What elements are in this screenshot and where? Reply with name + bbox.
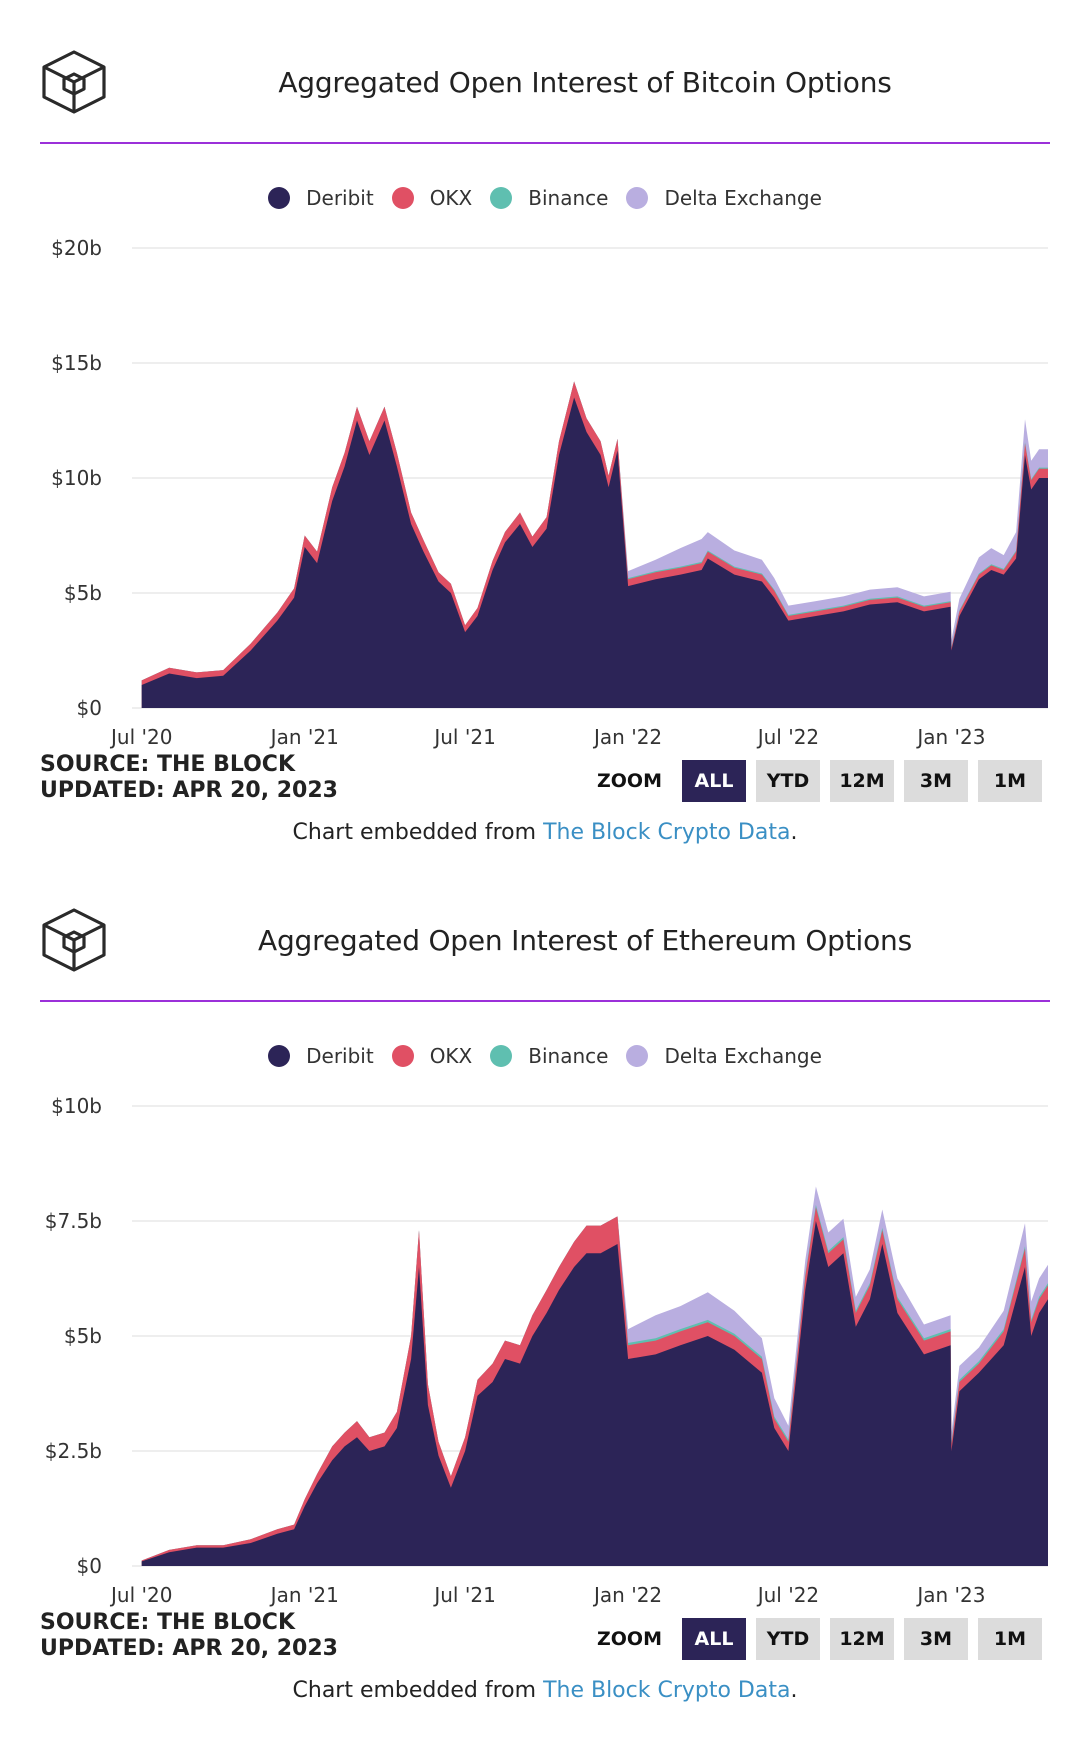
x-tick-label: Jan '23 (915, 1583, 985, 1607)
ethereum-open-interest-chart[interactable]: $0 $2.5b $5b $7.5b $10b Jul '20 Jan '21 Jul '21… (0, 1088, 1090, 1607)
legend-label: Delta Exchange (664, 1044, 822, 1068)
legend-dot-icon (626, 1045, 649, 1067)
zoom-1m-button[interactable]: 1M (978, 1618, 1042, 1660)
x-tick-label: Jan '21 (269, 1583, 339, 1607)
y-tick-label: $15b (51, 351, 102, 375)
legend-label: Deribit (306, 1044, 374, 1068)
x-tick-label: Jan '23 (915, 725, 985, 749)
embed-suffix: . (790, 1678, 798, 1703)
chart-legend: Deribit OKX Binance Delta Exchange (0, 186, 1090, 210)
zoom-12m-button[interactable]: 12M (830, 760, 894, 802)
title-divider (40, 1000, 1050, 1002)
source-note: SOURCE: THE BLOCK UPDATED: APR 20, 2023 (40, 1610, 338, 1662)
x-tick-label: Jul '21 (432, 725, 495, 749)
the-block-crypto-data-link[interactable]: The Block Crypto Data (543, 1678, 791, 1703)
the-block-crypto-data-link[interactable]: The Block Crypto Data (543, 820, 791, 845)
y-tick-label: $5b (64, 1324, 102, 1348)
zoom-ytd-button[interactable]: YTD (756, 760, 820, 802)
legend-dot-icon (391, 1045, 414, 1067)
zoom-label: ZOOM (597, 770, 662, 792)
x-tick-label: Jul '20 (109, 725, 172, 749)
the-block-logo-icon (42, 908, 106, 972)
legend-label: Deribit (306, 186, 374, 210)
legend-dot-icon (268, 187, 291, 209)
ethereum-chart-panel: Aggregated Open Interest of Ethereum Opt… (0, 858, 1090, 1718)
y-tick-label: $10b (51, 1094, 102, 1118)
legend-item-okx[interactable]: OKX (391, 1044, 473, 1068)
y-tick-label: $10b (51, 466, 102, 490)
source-note: SOURCE: THE BLOCK UPDATED: APR 20, 2023 (40, 752, 338, 804)
x-tick-label: Jul '21 (432, 1583, 495, 1607)
zoom-all-button[interactable]: ALL (682, 760, 746, 802)
x-tick-label: Jul '22 (756, 1583, 819, 1607)
area-series-deribit[interactable] (141, 1221, 1048, 1566)
bitcoin-open-interest-chart[interactable]: $0 $5b $10b $15b $20b Jul '20 Jan '21 Jul '21 Ja… (0, 230, 1090, 749)
legend-label: Binance (528, 186, 609, 210)
legend-item-okx[interactable]: OKX (391, 186, 473, 210)
area-series-deribit[interactable] (141, 397, 1048, 709)
zoom-3m-button[interactable]: 3M (904, 1618, 968, 1660)
bitcoin-chart-panel: Aggregated Open Interest of Bitcoin Opti… (0, 0, 1090, 860)
legend-dot-icon (268, 1045, 291, 1067)
y-tick-label: $20b (51, 236, 102, 260)
y-tick-label: $2.5b (45, 1439, 102, 1463)
zoom-12m-button[interactable]: 12M (830, 1618, 894, 1660)
legend-item-binance[interactable]: Binance (490, 1044, 608, 1068)
legend-label: Delta Exchange (664, 186, 822, 210)
zoom-label: ZOOM (597, 1628, 662, 1650)
embed-prefix: Chart embedded from (292, 1678, 537, 1703)
the-block-logo-icon (42, 50, 106, 114)
chart-title: Aggregated Open Interest of Bitcoin Opti… (278, 66, 892, 99)
zoom-ytd-button[interactable]: YTD (756, 1618, 820, 1660)
x-tick-label: Jul '22 (756, 725, 819, 749)
legend-label: OKX (429, 186, 473, 210)
y-tick-label: $7.5b (45, 1209, 102, 1233)
x-tick-label: Jan '22 (592, 725, 662, 749)
legend-dot-icon (391, 187, 414, 209)
zoom-3m-button[interactable]: 3M (904, 760, 968, 802)
zoom-1m-button[interactable]: 1M (978, 760, 1042, 802)
y-tick-label: $0 (77, 696, 102, 720)
legend-item-deribit[interactable]: Deribit (268, 186, 374, 210)
x-tick-label: Jan '22 (592, 1583, 662, 1607)
embed-credit: Chart embedded from The Block Crypto Dat… (0, 1678, 1090, 1703)
chart-legend: Deribit OKX Binance Delta Exchange (0, 1044, 1090, 1068)
legend-item-delta-exchange[interactable]: Delta Exchange (626, 1044, 822, 1068)
legend-item-deribit[interactable]: Deribit (268, 1044, 374, 1068)
x-tick-label: Jan '21 (269, 725, 339, 749)
zoom-controls: ZOOM ALL YTD 12M 3M 1M (597, 760, 1042, 802)
legend-item-delta-exchange[interactable]: Delta Exchange (626, 186, 822, 210)
source-line: SOURCE: THE BLOCK (40, 1610, 295, 1635)
legend-item-binance[interactable]: Binance (490, 186, 608, 210)
x-tick-label: Jul '20 (109, 1583, 172, 1607)
legend-dot-icon (490, 187, 513, 209)
source-line: SOURCE: THE BLOCK (40, 752, 295, 777)
title-divider (40, 142, 1050, 144)
legend-label: OKX (429, 1044, 473, 1068)
y-tick-label: $0 (77, 1554, 102, 1578)
embed-suffix: . (790, 820, 798, 845)
y-tick-label: $5b (64, 581, 102, 605)
embed-prefix: Chart embedded from (292, 820, 537, 845)
legend-label: Binance (528, 1044, 609, 1068)
zoom-controls: ZOOM ALL YTD 12M 3M 1M (597, 1618, 1042, 1660)
chart-title: Aggregated Open Interest of Ethereum Opt… (258, 924, 912, 957)
zoom-all-button[interactable]: ALL (682, 1618, 746, 1660)
updated-line: UPDATED: APR 20, 2023 (40, 1636, 338, 1661)
embed-credit: Chart embedded from The Block Crypto Dat… (0, 820, 1090, 845)
legend-dot-icon (490, 1045, 513, 1067)
updated-line: UPDATED: APR 20, 2023 (40, 778, 338, 803)
legend-dot-icon (626, 187, 649, 209)
